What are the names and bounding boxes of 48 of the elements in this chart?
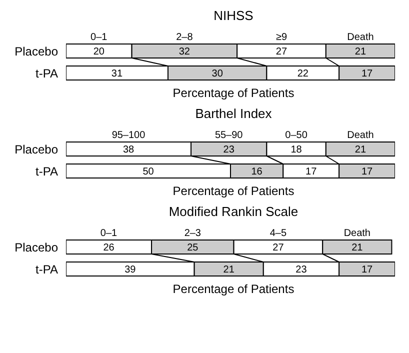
data-label: 25	[187, 242, 199, 254]
data-label: 50	[142, 166, 154, 178]
data-label: 23	[223, 144, 235, 156]
chart-title: Barthel Index	[194, 106, 273, 122]
data-label: 32	[178, 46, 190, 58]
data-label: 21	[352, 242, 364, 254]
data-label: 20	[93, 46, 105, 58]
data-label: 30	[212, 68, 224, 80]
data-label: 27	[276, 46, 288, 58]
y-tick-label: t-PA	[36, 164, 58, 178]
data-label: 26	[103, 242, 115, 254]
data-label: 18	[290, 144, 302, 156]
y-tick-label: Placebo	[14, 44, 58, 58]
series-label: 4–5	[270, 228, 287, 239]
series-label: Death	[347, 130, 374, 141]
series-label: Death	[347, 32, 374, 43]
y-tick-label: t-PA	[36, 66, 58, 80]
series-label: 95–100	[112, 130, 146, 141]
series-label: 2–8	[176, 32, 194, 43]
series-label: 55–90	[214, 130, 244, 141]
series-label: Death	[344, 228, 371, 239]
data-label: 21	[354, 144, 366, 156]
data-label: 21	[354, 46, 366, 58]
x-axis-title: Percentage of Patients	[172, 184, 296, 200]
data-label: 27	[272, 242, 284, 254]
data-label: 17	[361, 264, 374, 276]
data-label: 31	[111, 68, 123, 80]
y-tick-label: t-PA	[36, 262, 58, 276]
data-label: 17	[361, 68, 374, 80]
data-label: 16	[251, 166, 263, 178]
y-tick-label: Placebo	[14, 142, 58, 156]
y-tick-label: Placebo	[14, 240, 58, 254]
data-label: 21	[223, 264, 235, 276]
data-label: 22	[297, 68, 309, 80]
data-label: 38	[122, 144, 135, 156]
series-label: 0–1	[100, 228, 118, 239]
chart-title: NIHSS	[212, 8, 254, 24]
series-label: 2–3	[184, 228, 202, 239]
x-axis-title: Percentage of Patients	[172, 282, 296, 298]
x-axis-title: Percentage of Patients	[172, 86, 296, 102]
data-label: 17	[361, 166, 374, 178]
series-label: 0–50	[285, 130, 308, 141]
data-label: 39	[124, 264, 136, 276]
data-label: 17	[306, 166, 318, 178]
chart-title: Modified Rankin Scale	[168, 204, 300, 220]
data-label: 23	[296, 264, 308, 276]
series-label: ≥9	[276, 32, 288, 43]
series-label: 0–1	[90, 32, 108, 43]
